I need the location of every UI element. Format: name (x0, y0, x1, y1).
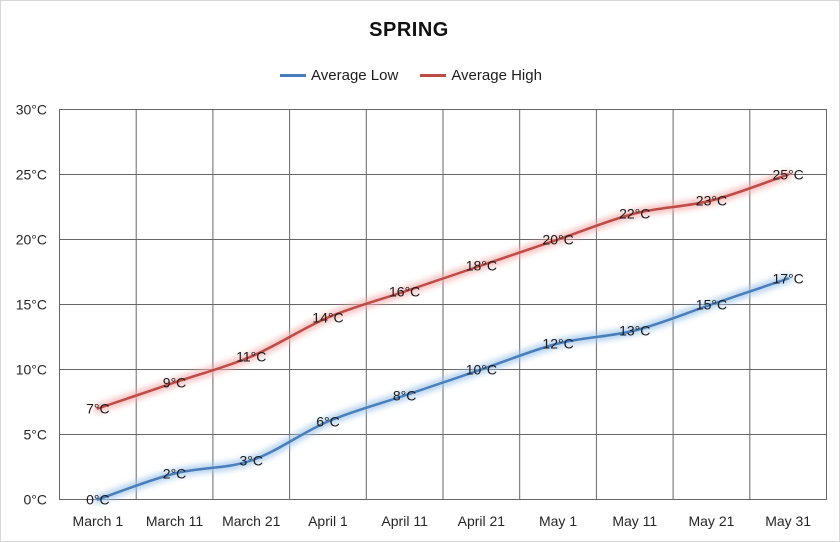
x-axis-tick-label: April 11 (381, 513, 428, 529)
x-axis-tick-label: May 21 (688, 513, 734, 529)
data-label: 11°C (236, 349, 266, 365)
legend-item-average-high[interactable]: Average High (420, 67, 542, 84)
x-axis-tick-label: May 11 (612, 513, 657, 529)
data-label: 10°C (466, 362, 497, 378)
legend-swatch-high (420, 74, 447, 77)
data-label: 22°C (619, 206, 650, 222)
data-label: 23°C (696, 193, 727, 209)
chart-title: SPRING (369, 19, 449, 41)
data-label: 13°C (619, 323, 650, 339)
y-axis-tick-label: 15°C (16, 297, 47, 313)
y-axis-tick-label: 5°C (24, 427, 48, 443)
plot-border (59, 109, 827, 500)
x-axis-tick-label: May 1 (539, 513, 577, 529)
data-label: 18°C (466, 258, 497, 274)
x-axis-tick-label: March 21 (222, 513, 281, 529)
x-axis-tick-label: March 11 (146, 513, 204, 529)
series-line-average-high (96, 173, 790, 410)
y-axis-tick-label: 20°C (16, 232, 47, 248)
data-label: 7°C (86, 401, 110, 417)
data-label: 17°C (773, 271, 804, 287)
legend: Average Low Average High (1, 67, 821, 84)
series-line-average-low (96, 277, 790, 501)
x-axis-tick-label: April 21 (458, 513, 506, 529)
legend-label-low: Average Low (311, 67, 399, 84)
data-label: 14°C (312, 310, 343, 326)
y-axis-tick-label: 10°C (16, 362, 47, 378)
data-label: 16°C (389, 284, 420, 300)
y-axis-tick-label: 30°C (16, 102, 47, 118)
data-label: 2°C (163, 466, 187, 482)
data-label: 6°C (316, 414, 340, 430)
legend-item-average-low[interactable]: Average Low (280, 67, 398, 84)
data-label: 3°C (240, 453, 264, 469)
data-label: 9°C (163, 375, 187, 391)
data-label: 12°C (542, 336, 573, 352)
y-axis-tick-label: 0°C (24, 492, 48, 508)
data-label: 8°C (393, 388, 417, 404)
legend-swatch-low (280, 74, 307, 77)
y-axis-tick-label: 25°C (16, 167, 47, 183)
legend-label-high: Average High (451, 67, 542, 84)
data-label: 20°C (542, 232, 573, 248)
data-label: 15°C (696, 297, 727, 313)
data-label: 25°C (773, 167, 804, 183)
data-label: 0°C (86, 492, 110, 508)
x-axis-tick-label: April 1 (308, 513, 348, 529)
x-axis-tick-label: March 1 (73, 513, 124, 529)
x-axis-tick-label: May 31 (765, 513, 811, 529)
